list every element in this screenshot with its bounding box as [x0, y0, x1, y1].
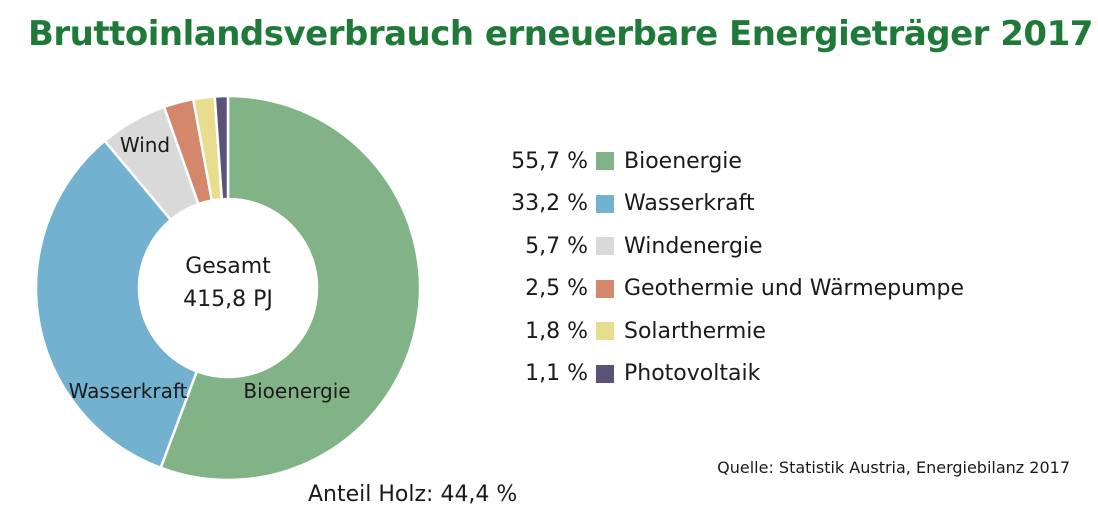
legend-label: Geothermie und Wärmepumpe: [624, 276, 965, 302]
legend-item: 2,5 % Geothermie und Wärmepumpe: [480, 268, 964, 311]
legend-label: Photovoltaik: [624, 361, 761, 387]
legend-percent: 1,1 %: [525, 361, 588, 387]
slice-label: Bioenergie: [243, 379, 350, 403]
legend-percent: 33,2 %: [511, 191, 588, 217]
legend: 55,7 % Bioenergie 33,2 % Wasserkraft 5,7 % Wi…: [480, 140, 964, 395]
legend-item: 33,2 % Wasserkraft: [480, 183, 964, 226]
source-note: Quelle: Statistik Austria, Energiebilanz…: [717, 458, 1070, 477]
annotation-wood-share: Anteil Holz: 44,4 %: [308, 482, 518, 507]
legend-percent: 2,5 %: [525, 276, 588, 302]
legend-swatch: [596, 279, 614, 298]
legend-label: Windenergie: [624, 233, 763, 259]
center-label: Gesamt: [185, 254, 271, 279]
slice-label: Wasserkraft: [69, 379, 188, 403]
legend-item: 1,8 % Solarthermie: [480, 310, 964, 353]
legend-percent: 5,7 %: [525, 233, 588, 259]
legend-item: 55,7 % Bioenergie: [480, 140, 964, 183]
legend-swatch: [596, 322, 614, 341]
slice-photovoltaik: [213, 94, 230, 201]
slice-bioenergie: [159, 94, 422, 482]
legend-label: Bioenergie: [624, 148, 742, 174]
legend-percent: 1,8 %: [525, 318, 588, 344]
legend-item: 5,7 % Windenergie: [480, 225, 964, 268]
legend-item: 1,1 % Photovoltaik: [480, 353, 964, 396]
slice-wasserkraft: [34, 139, 199, 470]
legend-swatch: [596, 237, 614, 256]
legend-label: Solarthermie: [624, 318, 766, 344]
legend-label: Wasserkraft: [624, 191, 755, 217]
legend-percent: 55,7 %: [511, 148, 588, 174]
legend-swatch: [596, 364, 614, 383]
center-label: 415,8 PJ: [183, 287, 273, 312]
legend-swatch: [596, 194, 614, 213]
legend-swatch: [596, 152, 614, 171]
slice-label: Wind: [120, 133, 170, 157]
chart-title: Bruttoinlandsverbrauch erneuerbare Energ…: [28, 14, 1093, 54]
